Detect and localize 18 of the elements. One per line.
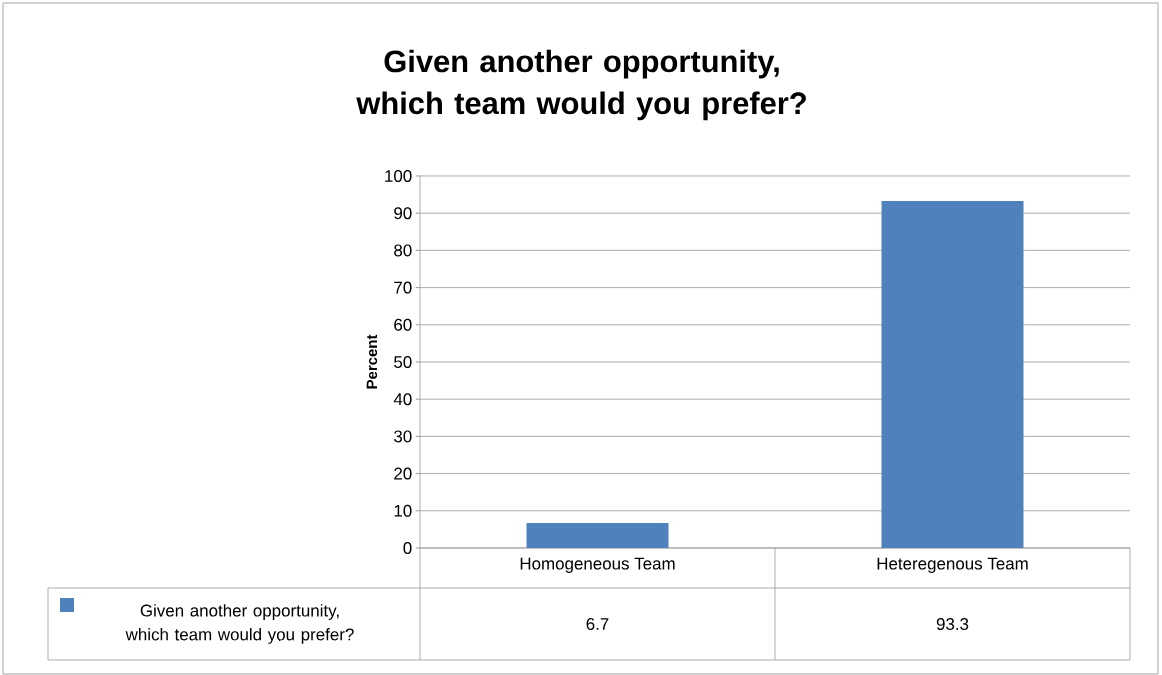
data-label: 93.3 xyxy=(936,617,969,630)
y-tick-label: 20 xyxy=(394,467,412,480)
y-tick-label: 70 xyxy=(394,281,412,294)
text: Given another opportunity, which team would you prefer? xyxy=(125,604,354,644)
y-axis-title: Percent xyxy=(366,334,378,389)
y-tick-label: 40 xyxy=(393,393,412,406)
chart-title: Given another opportunity, which team would you prefer? xyxy=(356,49,806,121)
data-label: 6.7 xyxy=(586,617,609,630)
y-tick-label: 100 xyxy=(385,169,412,182)
y-tick-label: 80 xyxy=(394,244,412,257)
y-tick-label: 30 xyxy=(394,430,412,443)
x-tick-label: Heteregenous Team xyxy=(877,557,1028,573)
x-tick-label: Homogeneous Team xyxy=(520,557,675,573)
y-tick-label: 90 xyxy=(394,207,412,220)
y-tick-label: 50 xyxy=(394,355,412,368)
y-tick-label: 60 xyxy=(394,318,412,331)
y-tick-label: 0 xyxy=(403,541,412,554)
y-tick-label: 10 xyxy=(394,504,412,517)
